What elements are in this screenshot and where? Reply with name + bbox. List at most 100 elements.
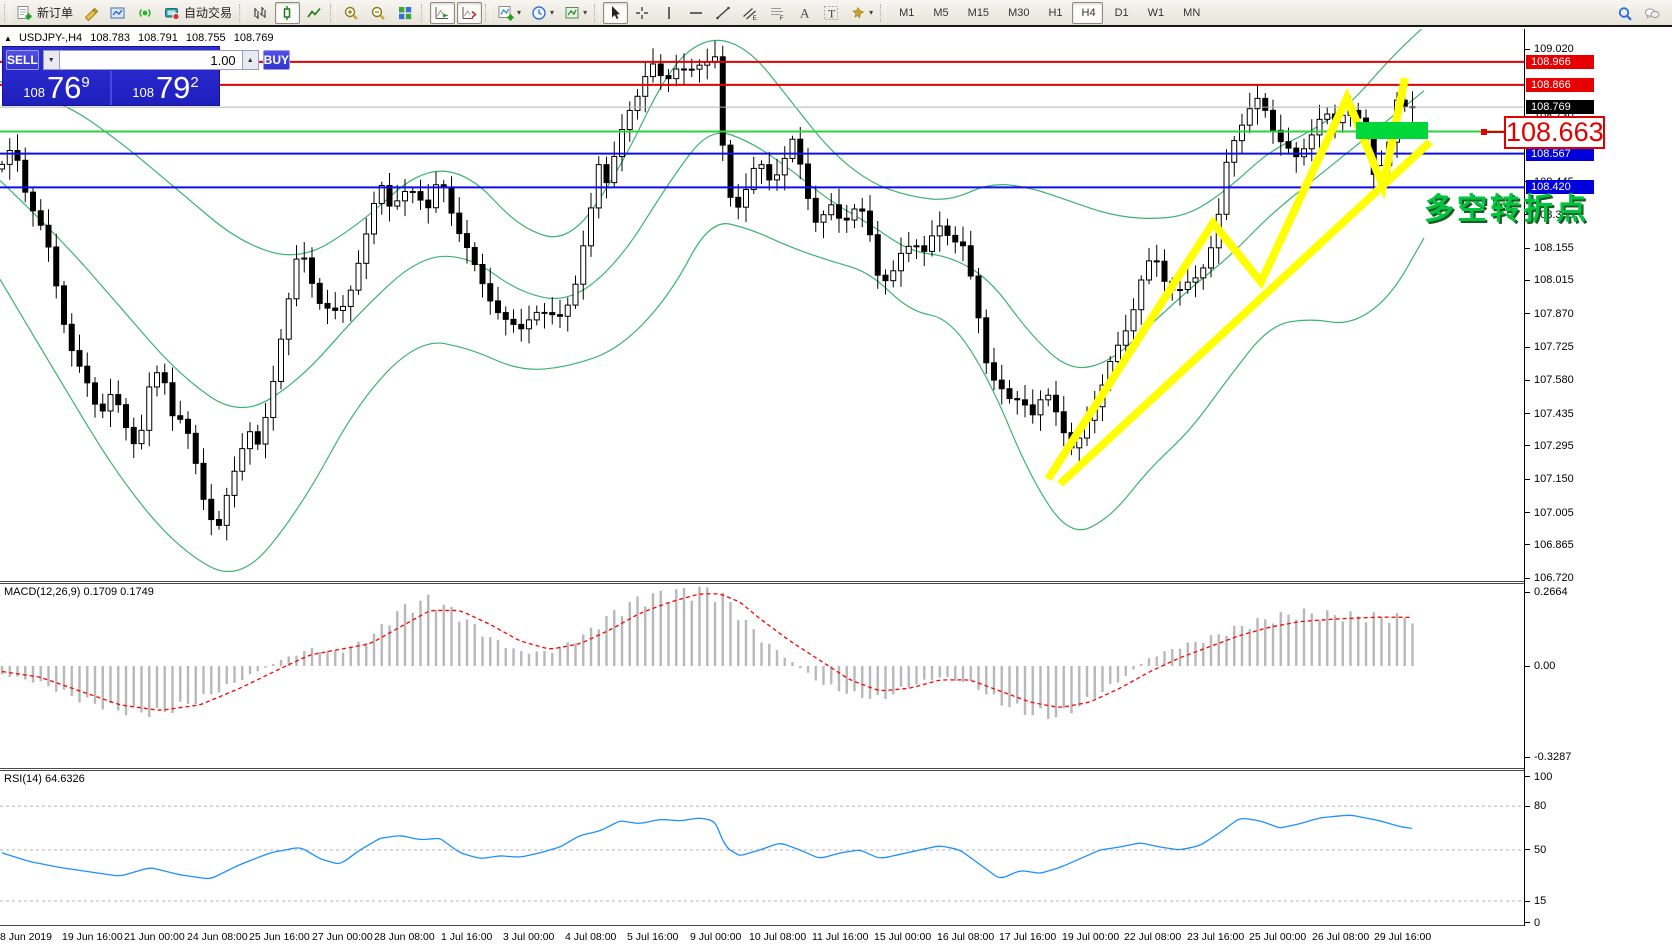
bollinger-middle-band [0,90,1425,409]
buy-price-display[interactable]: 108 79 2 [112,71,219,105]
signals-button[interactable] [133,2,158,24]
crosshair-button[interactable] [630,2,655,24]
buy-button[interactable]: BUY [262,50,291,70]
timeframe-h1-button[interactable]: H1 [1038,2,1069,24]
toolbar-group-handle[interactable] [880,3,887,22]
toolbar-group-handle[interactable] [594,3,601,22]
profiles-button[interactable] [106,2,131,24]
candlestick-chart-button[interactable] [275,1,301,24]
macd-tick--0.3287: -0.3287 [1534,751,1572,764]
zoom-in-button[interactable] [339,2,364,24]
autotrading-button-label: 自动交易 [184,6,233,20]
axis-tick [1525,756,1530,758]
toolbar-group-handle[interactable] [330,3,337,22]
time-label: 24 Jun 08:00 [187,931,248,943]
volume-decrease-button[interactable]: ▼ [42,50,60,70]
time-axis[interactable]: 8 Jun 2019 19 Jun 16:00 21 Jun 00:00 24 Jun… [0,926,1672,951]
horizontal-line-button[interactable] [684,2,709,24]
green-rectangle-drawing[interactable] [1356,122,1428,139]
timeframe-w1-button[interactable]: W1 [1138,2,1172,24]
timeframe-m30-button[interactable]: M30 [998,2,1036,24]
crayon-icon [83,5,100,21]
text-label-button[interactable]: T [819,2,844,24]
autotrading-button[interactable]: 自动交易 [160,2,236,24]
chart-shift-button[interactable] [457,1,483,24]
bar-chart-button[interactable] [248,2,273,24]
toolbar-group-handle[interactable] [239,3,246,22]
chat-button[interactable] [1640,3,1665,25]
crayon-button[interactable] [79,2,104,24]
tile-windows-button[interactable] [393,2,418,24]
current-price-badge: 108.769 [1526,100,1594,115]
svg-text:A: A [800,5,810,20]
timeframe-d1-button[interactable]: D1 [1105,2,1136,24]
sell-price-display[interactable]: 108 76 9 [3,71,110,105]
fibonacci-button[interactable]: F [765,2,790,24]
templates-icon [564,5,581,21]
timeframe-m5-button[interactable]: M5 [923,2,955,24]
price-axis[interactable]: 109.020108.730108.445108.300108.155108.0… [1524,29,1672,929]
low-value: 108.755 [185,32,226,44]
periods-button[interactable]: ▾ [527,2,558,24]
auto-scroll-button[interactable] [430,1,456,24]
trendline-button[interactable] [711,2,736,24]
pane-separator[interactable] [0,768,1672,771]
svg-text:T: T [828,6,836,20]
shapes-button[interactable]: ▾ [846,2,877,24]
big-price-label[interactable]: 108.663 [1504,115,1605,149]
equidistant-channel-button[interactable]: E [738,2,763,24]
axis-tick [1525,214,1530,216]
price-tick-107.870: 107.870 [1534,307,1574,320]
dropdown-caret-icon[interactable]: ▾ [869,8,874,17]
zoom-out-button[interactable] [366,2,391,24]
yellow-trendline-drawing[interactable] [1057,139,1433,487]
toolbar-group-handle[interactable] [485,3,492,22]
cursor-button[interactable] [603,1,629,24]
vertical-line-button[interactable] [657,2,682,24]
toolbar-group-handle[interactable] [4,3,10,22]
timeframe-mn-button[interactable]: MN [1173,2,1207,24]
bollinger-upper-band [0,29,1423,256]
templates-button[interactable]: ▾ [560,2,591,24]
rsi-pane[interactable] [0,771,1524,925]
time-label: 28 Jun 08:00 [374,931,435,943]
dropdown-caret-icon[interactable]: ▾ [583,8,588,17]
new-order-button[interactable]: 新订单 [13,2,77,24]
macd-pane[interactable] [0,584,1524,768]
main-chart-pane[interactable] [0,29,1524,582]
timeframe-mn-button-label: MN [1183,6,1201,19]
axis-tick [1525,900,1530,902]
tile-windows-icon [397,5,414,21]
dropdown-caret-icon[interactable]: ▾ [550,8,555,17]
price-tick-107.435: 107.435 [1534,407,1574,420]
rsi-tick-0: 0 [1534,916,1541,929]
timeframe-h4-button[interactable]: H4 [1071,1,1103,24]
axis-tick [1525,478,1530,480]
buy-price-big: 79 [155,70,191,105]
toolbar-group-handle[interactable] [421,3,428,22]
turning-point-annotation[interactable]: 多空转折点 [1424,193,1589,226]
timeframe-m15-button[interactable]: M15 [958,2,996,24]
indicators-icon [498,5,515,21]
volume-input[interactable] [59,50,242,70]
volume-increase-button[interactable]: ▲ [241,50,259,70]
chart-shift-icon [461,5,478,21]
new-order-button-label: 新订单 [37,6,74,20]
timeframe-m1-button[interactable]: M1 [889,2,921,24]
axis-tick [1525,665,1530,667]
collapse-panel-icon[interactable]: ▲ [4,34,12,43]
signal-icon [137,5,154,21]
pane-separator[interactable] [0,581,1672,584]
yellow-zigzag-drawing[interactable] [1044,77,1409,482]
time-label: 5 Jul 16:00 [627,931,679,943]
text-button[interactable]: A [792,2,817,24]
price-tick-107.005: 107.005 [1534,506,1574,519]
search-button[interactable] [1613,3,1638,25]
indicators-button[interactable]: ▾ [494,2,525,24]
timeframe-m15-button-label: M15 [967,6,990,19]
dropdown-caret-icon[interactable]: ▾ [517,8,522,17]
zoom-in-icon [343,5,360,21]
line-chart-button[interactable] [302,2,327,24]
sell-button[interactable]: SELL [6,50,39,70]
search-icon [1617,6,1634,22]
